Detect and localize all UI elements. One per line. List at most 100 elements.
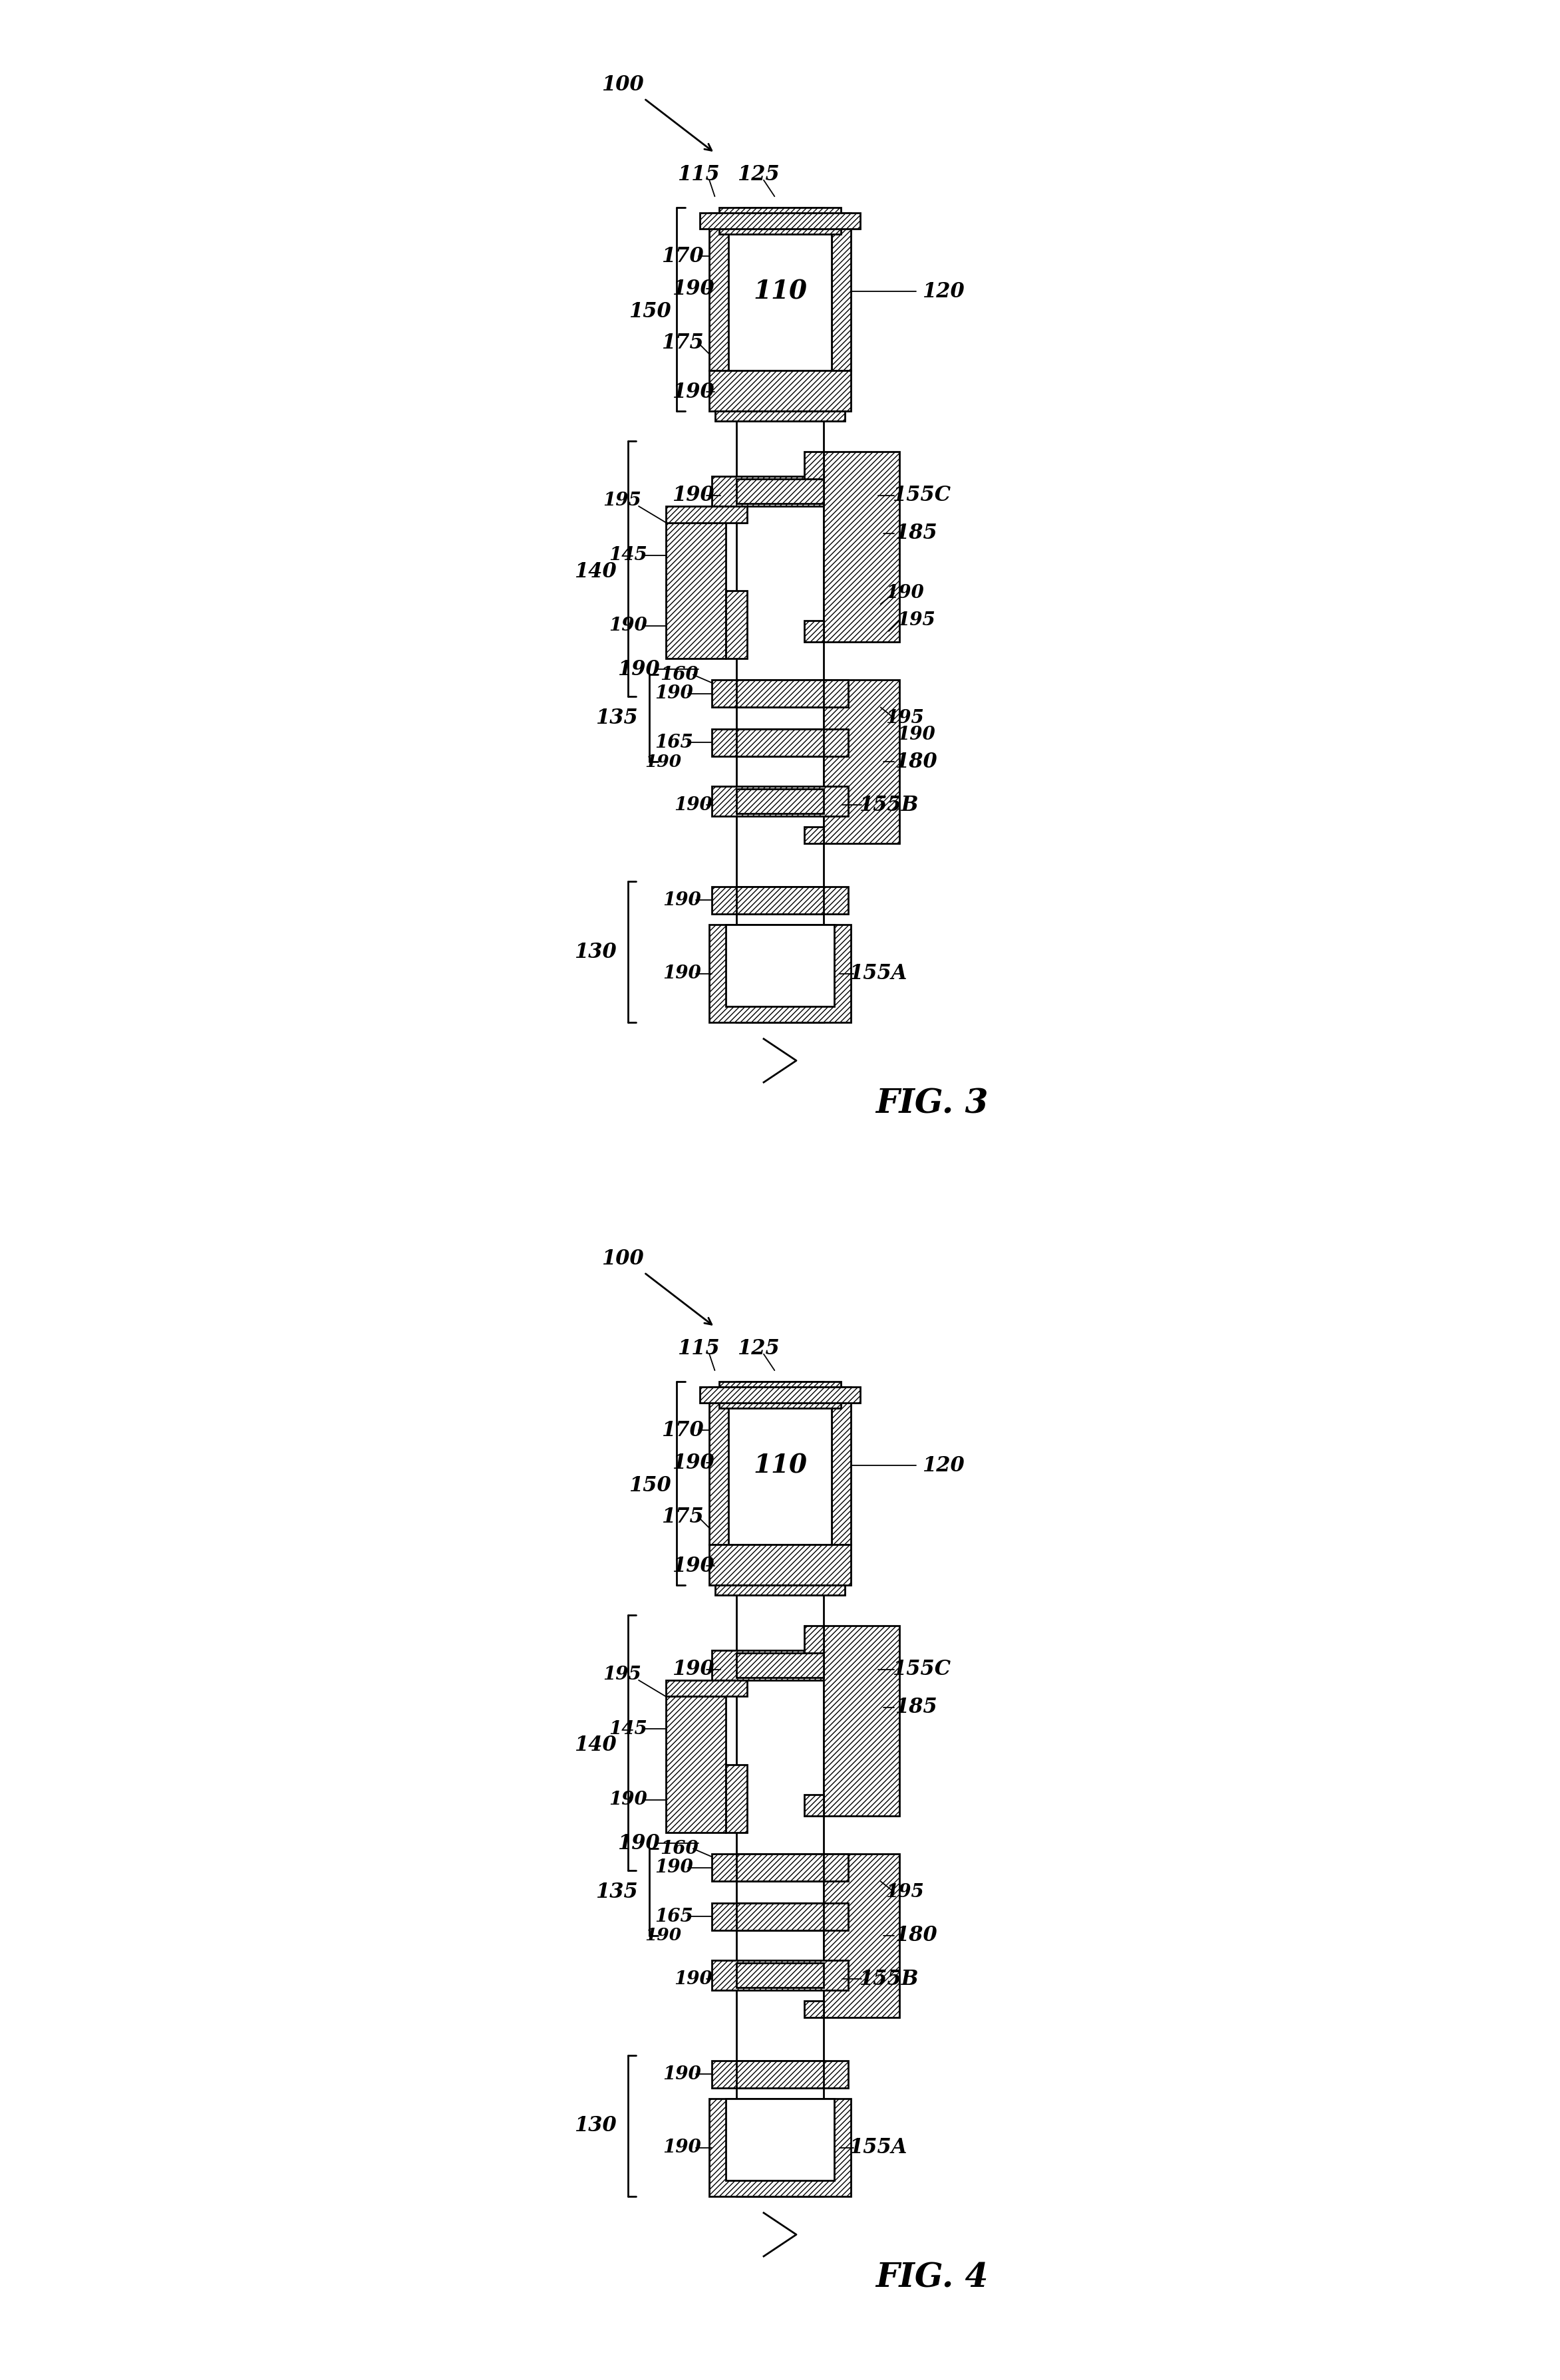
Text: 120: 120 (922, 1454, 964, 1476)
Bar (666, 507, 747, 524)
Text: 150: 150 (629, 302, 671, 321)
Bar (719, 1380, 841, 1409)
Bar (736, 1964, 824, 1987)
Text: FIG. 4: FIG. 4 (875, 2261, 989, 2294)
Text: 190: 190 (663, 890, 702, 909)
Text: 160: 160 (660, 666, 699, 683)
Bar (805, 1795, 824, 1816)
Text: 190: 190 (672, 1557, 714, 1576)
Bar (736, 478, 824, 505)
Text: 190: 190 (608, 616, 647, 635)
Text: 185: 185 (895, 1697, 938, 1718)
Text: 175: 175 (661, 333, 704, 355)
Bar (736, 1654, 824, 1678)
Text: 150: 150 (629, 1476, 671, 1497)
Bar (736, 1380, 824, 2197)
Bar (710, 1388, 729, 1545)
Text: 195: 195 (886, 1883, 924, 1902)
Text: 165: 165 (655, 1909, 693, 1925)
Text: 170: 170 (661, 245, 704, 267)
Text: 195: 195 (604, 493, 641, 509)
Bar (725, 926, 835, 1007)
Text: 185: 185 (895, 524, 938, 543)
Text: 135: 135 (596, 1883, 638, 1902)
Text: 155C: 155C (892, 486, 950, 505)
Bar (710, 926, 850, 1023)
Text: 100: 100 (601, 74, 644, 95)
Text: 125: 125 (736, 1338, 780, 1359)
Text: 155B: 155B (860, 795, 919, 816)
Bar (666, 1697, 725, 1833)
Text: 130: 130 (574, 2116, 616, 2137)
Text: 190: 190 (644, 754, 682, 771)
Bar (824, 681, 900, 843)
Bar (736, 888, 824, 914)
Bar (711, 1904, 849, 1930)
Text: 125: 125 (736, 164, 780, 186)
Text: 115: 115 (677, 164, 719, 186)
Bar (805, 681, 824, 702)
Text: 190: 190 (672, 278, 714, 300)
Text: 190: 190 (655, 1859, 693, 1878)
Bar (711, 2061, 849, 2087)
Bar (710, 1545, 850, 1585)
Text: 190: 190 (655, 685, 693, 702)
Bar (805, 2002, 824, 2018)
Bar (805, 621, 824, 643)
Bar (700, 212, 860, 228)
Text: 120: 120 (922, 281, 964, 302)
Bar (711, 1854, 849, 1880)
Text: 145: 145 (608, 545, 647, 564)
Text: 155A: 155A (849, 964, 906, 983)
Bar (711, 888, 849, 914)
Bar (719, 207, 841, 236)
Bar (711, 785, 849, 816)
Bar (824, 452, 900, 643)
Bar (711, 728, 849, 757)
Text: 180: 180 (895, 1925, 938, 1947)
Text: 155C: 155C (892, 1659, 950, 1680)
Bar (824, 1854, 900, 2018)
Bar (725, 590, 747, 659)
Text: 180: 180 (895, 752, 938, 771)
Text: 190: 190 (663, 2140, 702, 2156)
Text: 170: 170 (661, 1421, 704, 1440)
Text: 135: 135 (596, 707, 638, 728)
Bar (725, 1764, 747, 1833)
Text: 190: 190 (608, 1790, 647, 1809)
Text: 115: 115 (677, 1338, 719, 1359)
Bar (831, 212, 850, 371)
Text: 190: 190 (618, 659, 660, 681)
Bar (824, 1626, 900, 1816)
Bar (736, 207, 824, 1023)
Bar (736, 2061, 824, 2087)
Text: 145: 145 (608, 1721, 647, 1737)
Bar (805, 452, 824, 481)
Bar (831, 1388, 850, 1545)
Bar (805, 826, 824, 843)
Text: 155B: 155B (860, 1968, 919, 1990)
Text: 190: 190 (674, 1971, 713, 1987)
Bar (666, 524, 725, 659)
Text: 195: 195 (604, 1666, 641, 1683)
Text: 110: 110 (753, 278, 807, 305)
Bar (711, 476, 849, 507)
Bar (805, 1626, 824, 1656)
Bar (725, 2099, 835, 2180)
Text: 160: 160 (660, 1840, 699, 1859)
Bar (710, 371, 850, 412)
Text: 175: 175 (661, 1507, 704, 1528)
Text: 190: 190 (672, 486, 714, 505)
Text: 190: 190 (663, 2066, 702, 2082)
Bar (736, 1854, 824, 1880)
Text: 100: 100 (601, 1250, 644, 1269)
Text: 190: 190 (672, 381, 714, 402)
Text: 190: 190 (663, 964, 702, 983)
Text: 190: 190 (672, 1452, 714, 1473)
Bar (714, 412, 846, 421)
Bar (805, 1854, 824, 1875)
Bar (711, 1649, 849, 1680)
Text: 190: 190 (897, 726, 934, 743)
Text: 190: 190 (886, 583, 924, 602)
Bar (700, 1388, 860, 1402)
